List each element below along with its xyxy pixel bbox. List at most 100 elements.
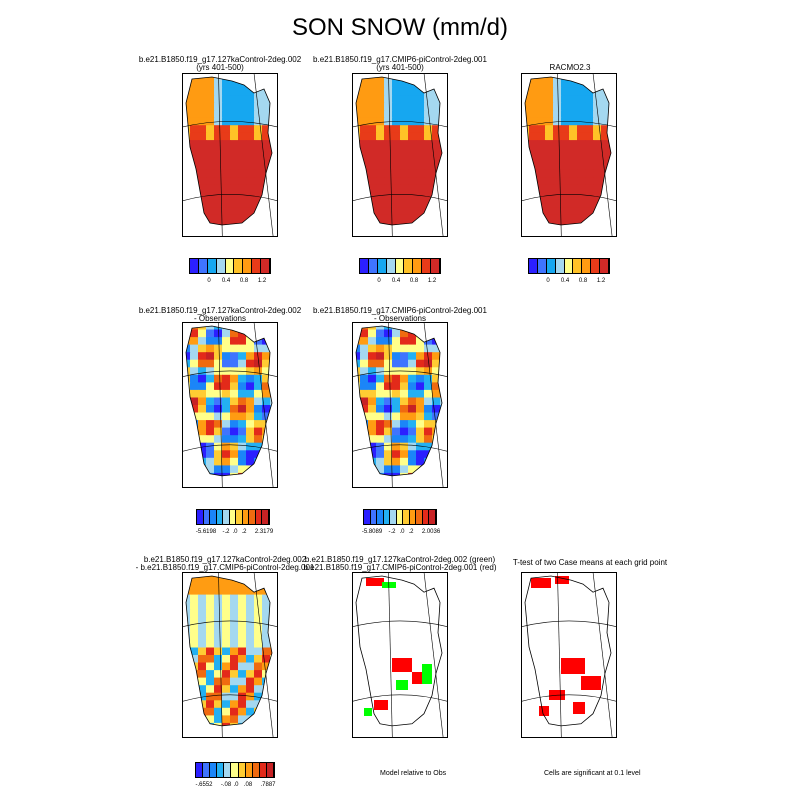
meridian-line: [253, 572, 274, 738]
grid-cell: [222, 692, 231, 701]
grid-cell: [545, 77, 554, 82]
grid-cell: [222, 117, 231, 126]
grid-cell: [214, 427, 223, 436]
colorbar-cell: [386, 259, 396, 273]
grid-cell: [230, 344, 239, 353]
grid-cell: [190, 352, 199, 361]
grid-cell: [408, 382, 417, 391]
grid-cell: [214, 162, 223, 171]
grid-cell: [537, 184, 546, 193]
grid-cell: [214, 677, 223, 686]
grid-cell: [376, 359, 385, 368]
colorbar-cell: [252, 259, 262, 273]
grid-cell: [214, 110, 223, 119]
grid-cell: [585, 110, 594, 119]
note-model-relative: Model relative to Obs: [380, 770, 447, 777]
grid-cell: [238, 352, 247, 361]
grid-cell: [238, 389, 247, 398]
grid-cell: [400, 87, 409, 96]
grid-cell: [206, 177, 215, 186]
grid-cell: [537, 110, 546, 119]
grid-cell: [416, 337, 425, 346]
grid-cell: [214, 722, 223, 726]
grid-cell: [416, 389, 425, 398]
grid-cell: [238, 169, 247, 178]
grid-cell: [262, 412, 271, 421]
grid-cell: [222, 162, 231, 171]
grid-cell: [545, 132, 554, 141]
grid-cell: [198, 374, 207, 383]
grid-cell: [553, 162, 562, 171]
grid-cell: [585, 184, 594, 193]
coastline: [355, 325, 443, 477]
grid-cell: [254, 602, 263, 611]
colorbar-cell: [422, 259, 432, 273]
grid-cell: [400, 80, 409, 89]
grid-cell: [561, 177, 570, 186]
grid-cell: [400, 140, 409, 149]
grid-cell: [222, 602, 231, 611]
panel-title-5: b.e21.B1850.f19_g17.CMIP6-piControl-2deg…: [290, 307, 510, 323]
panel-title-1: b.e21.B1850.f19_g17.127kaControl-2deg.00…: [110, 56, 330, 72]
grid-cell: [400, 389, 409, 398]
grid-cell: [186, 352, 191, 361]
grid-cell: [222, 207, 231, 216]
grid-cell: [384, 199, 393, 208]
coastline: [185, 76, 273, 226]
colorbar-p7: [195, 762, 275, 778]
grid-cell: [432, 359, 441, 368]
grid-cell: [230, 140, 239, 149]
grid-cell: [360, 80, 369, 89]
grid-cell: [262, 132, 271, 141]
grid-cell: [400, 214, 409, 223]
grid-cell: [206, 647, 215, 656]
grid-cell: [569, 192, 578, 201]
grid-cell: [262, 617, 271, 626]
grid-cell: [214, 177, 223, 186]
grid-cell: [384, 389, 393, 398]
grid-cell: [190, 125, 199, 134]
tick-label: .08: [243, 782, 253, 788]
grid-cell: [384, 450, 393, 459]
grid-cell: [368, 329, 377, 338]
grid-cell: [254, 587, 263, 596]
grid-cell: [384, 465, 393, 474]
grid-cell: [246, 442, 255, 451]
grid-cell: [186, 609, 191, 618]
panel-title-line1: RACMO2.3: [549, 63, 591, 72]
grid-cell: [246, 700, 255, 709]
grid-cell: [230, 382, 239, 391]
panel-title-8: b.e21.B1850.f19_g17.127kaControl-2deg.00…: [280, 556, 520, 572]
grid-cell: [585, 117, 594, 126]
grid-cell: [214, 700, 223, 709]
grid-cell: [214, 457, 223, 466]
grid-cell: [246, 352, 255, 361]
grid-cell: [577, 207, 586, 216]
grid-cell: [593, 155, 602, 164]
grid-cell: [432, 117, 441, 126]
grid-cell: [400, 465, 409, 474]
grid-cell: [593, 177, 602, 186]
grid-cell: [214, 579, 223, 588]
grid-cell: [246, 337, 255, 346]
grid-cell: [214, 472, 223, 476]
grid-cell: [585, 87, 594, 96]
grid-cell: [230, 639, 239, 648]
grid-cell: [376, 207, 385, 216]
colorbar-cell: [203, 763, 211, 777]
grid-cell: [537, 95, 546, 104]
grid-cell: [238, 655, 247, 664]
grid-cell: [553, 177, 562, 186]
grid-cell: [190, 405, 199, 414]
grid-cell: [230, 670, 239, 679]
grid-cell: [206, 594, 215, 603]
grid-cell: [392, 117, 401, 126]
grid-cell: [376, 397, 385, 406]
grid-cell: [246, 87, 255, 96]
panel-title-line1: b.e21.B1850.f19_g17.127kaControl-2deg.00…: [138, 306, 302, 315]
grid-cell: [198, 169, 207, 178]
grid-cell: [214, 594, 223, 603]
tick-label: -5.8089: [361, 529, 383, 535]
grid-cell: [529, 132, 538, 141]
grid-cell: [206, 337, 215, 346]
